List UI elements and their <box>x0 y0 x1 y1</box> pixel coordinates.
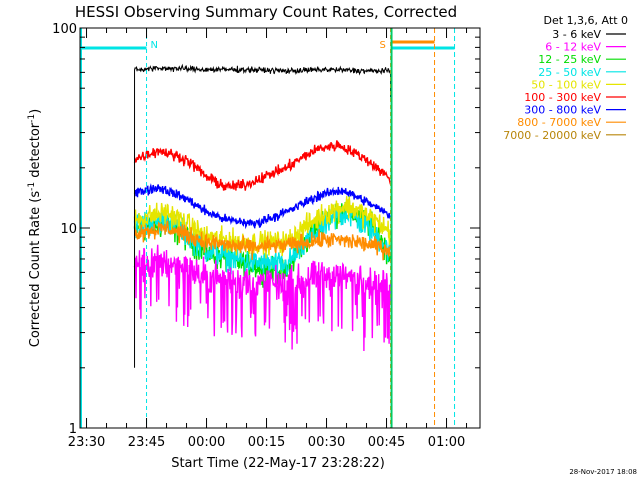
axes-layer: N S 1 10 100 23:30 23:45 00:00 00:15 00:30 00:45 01… <box>52 22 481 450</box>
legend-label-7: 800 - 7000 keV <box>517 116 601 129</box>
x-axis-label: Start Time (22-May-17 23:28:22) <box>171 456 385 471</box>
y-tick-label-1: 10 <box>60 222 77 237</box>
annotation-label-0: N <box>151 40 158 51</box>
series-layer <box>133 63 392 368</box>
legend-label-1: 6 - 12 keV <box>545 41 601 54</box>
chart-title: HESSI Observing Summary Count Rates, Cor… <box>75 3 457 21</box>
legend-header: Det 1,3,6, Att 0 <box>544 14 628 27</box>
legend-label-3: 25 - 50 keV <box>538 66 601 79</box>
x-tick-label-3: 00:15 <box>248 435 285 450</box>
series-line-50-100keV <box>133 196 392 259</box>
series-line-100-300keV <box>133 140 392 191</box>
annotation-label-1: S <box>380 40 386 51</box>
x-tick-label-5: 00:45 <box>368 435 405 450</box>
x-tick-label-1: 23:45 <box>128 435 165 450</box>
legend-label-4: 50 - 100 keV <box>531 78 601 91</box>
timestamp: 28-Nov-2017 18:08 <box>569 468 637 476</box>
series-line-6-12keV <box>133 244 392 352</box>
legend-label-5: 100 - 300 keV <box>524 91 601 104</box>
y-axis-label: Corrected Count Rate (s-1 detector-1) <box>27 109 43 347</box>
legend-label-0: 3 - 6 keV <box>552 28 601 41</box>
x-tick-label-2: 00:00 <box>188 435 225 450</box>
legend-label-2: 12 - 25 keV <box>538 53 601 66</box>
legend-label-8: 7000 - 20000 keV <box>503 129 601 142</box>
x-tick-label-6: 01:00 <box>428 435 465 450</box>
y-tick-label-2: 100 <box>52 22 77 37</box>
series-line-3-6keV <box>134 63 391 76</box>
x-tick-label-4: 00:30 <box>308 435 345 450</box>
legend-label-6: 300 - 800 keV <box>524 104 601 117</box>
y-tick-label-0: 1 <box>69 422 77 437</box>
series-line-300-800keV <box>133 183 392 230</box>
x-tick-label-0: 23:30 <box>68 435 105 450</box>
series-line-800-7000keV <box>133 220 392 261</box>
series-line-25-50keV <box>133 207 392 276</box>
